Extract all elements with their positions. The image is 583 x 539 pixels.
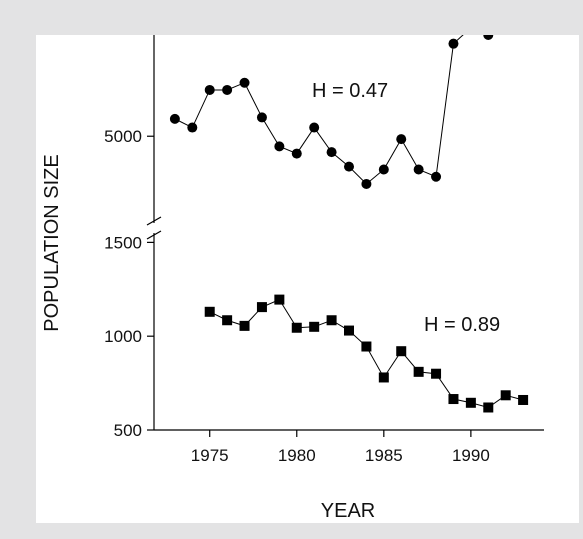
annotation-upper: H = 0.47 [312,80,388,102]
data-point-circle [222,84,233,95]
data-point-circle [309,122,320,133]
series-line [174,35,489,185]
y-tick-label: 1000 [104,327,142,346]
x-tick-label: 1975 [191,446,229,465]
data-point-square [222,315,233,326]
data-point-circle [326,147,337,158]
x-tick-label: 1980 [278,446,316,465]
data-point-square [361,341,372,352]
ticks: 1975 1980 1985 1990 5000 500 1000 1500 [104,127,490,465]
data-point-circle [256,112,267,123]
data-point-circle [344,161,354,172]
y-tick-label: 1500 [104,233,142,252]
data-point-square [256,302,267,313]
data-point-square [378,372,389,383]
y-tick-label: 5000 [104,127,142,146]
data-point-square [309,321,320,332]
y-tick-label: 500 [114,421,142,440]
data-point-circle [361,178,372,189]
data-point-square [344,325,354,336]
population-chart: 1975 1980 1985 1990 5000 500 1000 1500 H = 0.47… [41,35,544,522]
data-point-square [448,394,459,405]
data-point-circle [483,35,494,40]
data-point-circle [187,122,198,133]
x-tick-label: 1985 [365,446,403,465]
data-point-square [483,402,494,413]
data-point-circle [291,148,302,159]
data-point-square [465,397,476,408]
axis-break-mark [146,216,162,226]
data-point-square [500,390,511,401]
data-point-square [204,306,215,317]
data-point-square [396,346,407,357]
data-point-square [274,294,285,305]
data-point-circle [169,113,180,124]
data-point-circle [448,38,459,49]
chart-panel: 1975 1980 1985 1990 5000 500 1000 1500 H = 0.47… [36,35,579,523]
data-point-square [291,322,302,333]
x-tick-label: 1990 [452,446,490,465]
x-axis-title: YEAR [321,500,375,522]
annotation-lower: H = 0.89 [424,314,500,336]
series-upper [169,35,494,189]
data-point-circle [413,164,424,175]
data-point-circle [378,164,389,175]
data-point-square [413,366,424,377]
data-point-square [326,315,337,326]
data-point-circle [274,141,285,152]
data-point-square [239,320,250,331]
data-point-square [518,394,529,405]
axis-break-mark [146,230,162,240]
data-point-circle [204,84,215,95]
data-point-circle [396,134,407,145]
y-axis-title: POPULATION SIZE [41,154,63,331]
data-point-square [431,368,442,379]
series-lower [204,294,529,413]
data-point-circle [239,77,250,88]
data-point-circle [431,171,442,182]
